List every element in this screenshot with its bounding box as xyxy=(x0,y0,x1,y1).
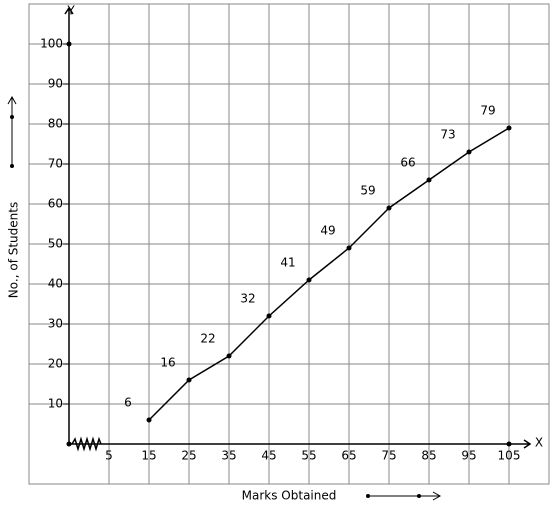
y-axis-name: Y xyxy=(66,4,75,18)
y-tick-label: 30 xyxy=(48,317,63,331)
data-point xyxy=(226,353,232,359)
y-axis-arrow xyxy=(64,6,74,15)
data-label: 41 xyxy=(280,256,295,270)
y-tick-label: 20 xyxy=(48,357,63,371)
data-point xyxy=(306,277,312,283)
data-point xyxy=(186,377,192,383)
data-point xyxy=(426,177,432,183)
y-tick-label: 60 xyxy=(48,197,63,211)
axis-break xyxy=(71,436,102,452)
x-axis-title: Marks Obtained xyxy=(242,489,337,503)
data-point xyxy=(466,149,472,155)
x-axis-name: X xyxy=(535,436,543,450)
y-tick-label: 90 xyxy=(48,77,63,91)
x-tick-label: 15 xyxy=(141,449,156,463)
arrow-dot xyxy=(417,494,421,498)
data-line xyxy=(148,127,510,421)
x-tick-label: 105 xyxy=(498,449,521,463)
y-tick-label: 80 xyxy=(48,117,63,131)
data-point xyxy=(346,245,352,251)
y-tick-label: 10 xyxy=(48,397,63,411)
arrow-dot xyxy=(10,164,14,168)
origin-dot xyxy=(66,441,72,447)
y-axis-title: No., of Students xyxy=(7,202,21,298)
data-point xyxy=(266,313,272,319)
x-tick-label: 95 xyxy=(461,449,476,463)
arrow-dot xyxy=(366,494,370,498)
x-tick-label: 85 xyxy=(421,449,436,463)
arrow-dot xyxy=(10,115,14,119)
data-label: 49 xyxy=(320,224,335,238)
data-label: 22 xyxy=(200,332,215,346)
data-label: 66 xyxy=(400,156,415,170)
axis-dot xyxy=(506,441,512,447)
x-axis-arrow xyxy=(523,439,532,449)
x-tick-label: 35 xyxy=(221,449,236,463)
direction-arrow-head xyxy=(7,95,17,105)
grid xyxy=(29,4,549,484)
x-tick-label: 55 xyxy=(301,449,316,463)
data-label: 79 xyxy=(480,104,495,118)
y-tick-label: 50 xyxy=(48,237,63,251)
data-label: 73 xyxy=(440,128,455,142)
data-point xyxy=(506,125,512,131)
x-tick-label: 45 xyxy=(261,449,276,463)
data-point xyxy=(146,417,152,423)
direction-arrow-head xyxy=(432,491,442,501)
x-tick-label: 25 xyxy=(181,449,196,463)
y-tick-label: 40 xyxy=(48,277,63,291)
x-tick-label: 65 xyxy=(341,449,356,463)
x-tick-label: 75 xyxy=(381,449,396,463)
data-label: 16 xyxy=(160,356,175,370)
data-point xyxy=(386,205,392,211)
y-tick-label: 70 xyxy=(48,157,63,171)
y-tick-label: 100 xyxy=(40,37,63,51)
data-label: 59 xyxy=(360,184,375,198)
x-tick-label: 5 xyxy=(105,449,113,463)
data-label: 6 xyxy=(124,396,132,410)
data-label: 32 xyxy=(240,292,255,306)
